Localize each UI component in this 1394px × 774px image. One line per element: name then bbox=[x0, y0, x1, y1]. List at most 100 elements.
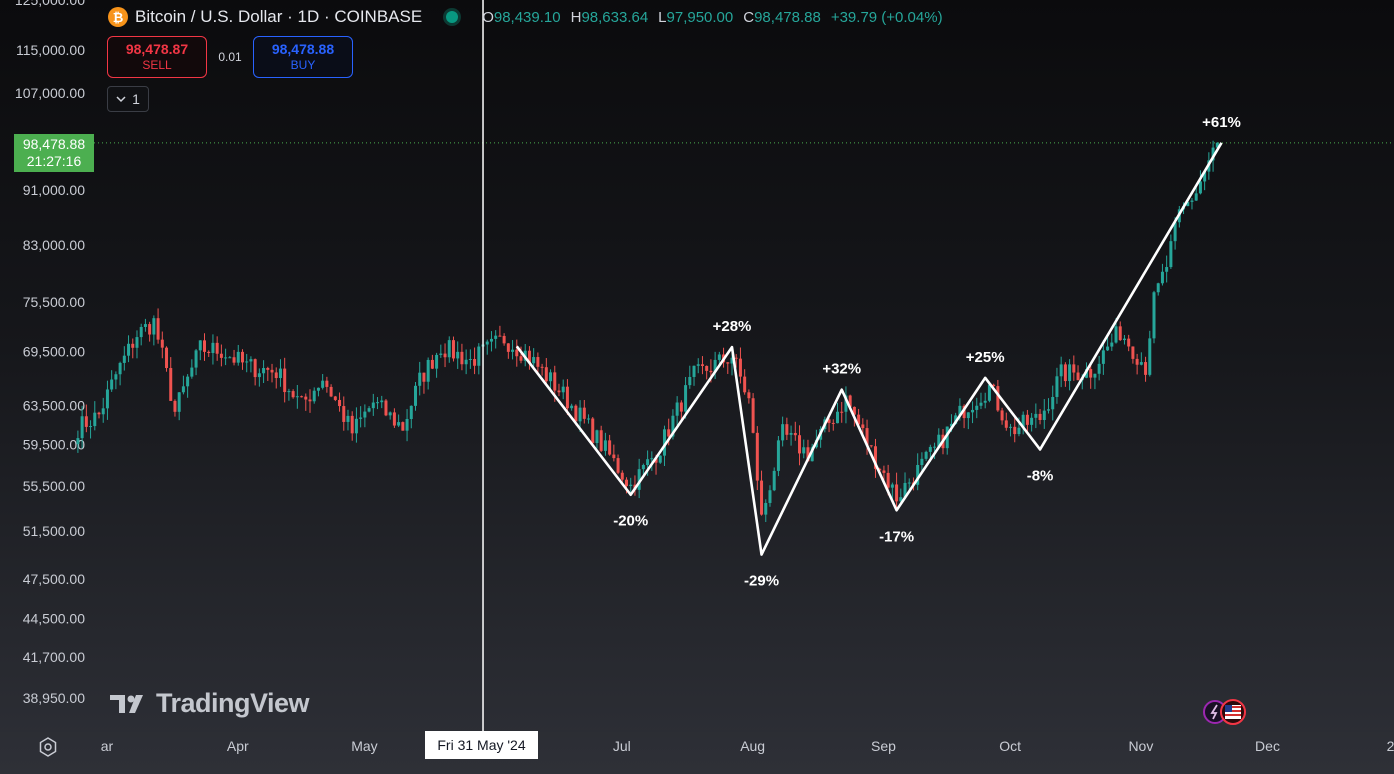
candle-body bbox=[165, 347, 169, 369]
candle-body bbox=[342, 406, 346, 422]
candle-body bbox=[654, 458, 658, 463]
candle-body bbox=[376, 402, 380, 404]
candle-body bbox=[679, 402, 683, 412]
y-tick-label: 69,500.00 bbox=[23, 343, 85, 359]
candle-body bbox=[1042, 410, 1046, 421]
candle-body bbox=[1135, 358, 1139, 365]
candle-body bbox=[397, 422, 401, 426]
buy-button[interactable]: 98,478.88 BUY bbox=[253, 36, 353, 78]
candle-body bbox=[743, 376, 747, 393]
candle-body bbox=[316, 387, 320, 391]
x-tick-label: 202 bbox=[1387, 738, 1394, 754]
candle-body bbox=[992, 384, 996, 387]
candle-body bbox=[570, 405, 574, 409]
candle-body bbox=[245, 361, 249, 363]
candle-body bbox=[333, 396, 337, 400]
ohlc-high: H98,633.64 bbox=[570, 8, 649, 26]
ohlc-values: O98,439.10 H98,633.64 L97,950.00 C98,478… bbox=[482, 9, 942, 26]
candle-body bbox=[1198, 181, 1202, 194]
candle-body bbox=[625, 479, 628, 487]
candle-body bbox=[1165, 267, 1169, 272]
candle-body bbox=[544, 367, 548, 382]
candle-body bbox=[177, 392, 181, 412]
candle-body bbox=[641, 465, 645, 470]
candle-body bbox=[173, 400, 177, 412]
candle-body bbox=[692, 365, 696, 377]
candle-body bbox=[709, 370, 713, 373]
symbol-title[interactable]: Bitcoin / U.S. Dollar · 1D · COINBASE bbox=[135, 7, 423, 26]
candle-body bbox=[907, 482, 911, 484]
candle-body bbox=[477, 346, 481, 366]
candle-body bbox=[460, 351, 464, 365]
candle-body bbox=[587, 418, 591, 420]
candle-body bbox=[1122, 338, 1126, 341]
candle-body bbox=[599, 430, 603, 451]
sell-button[interactable]: 98,478.87 SELL bbox=[107, 36, 207, 78]
events-flag-icons[interactable] bbox=[1203, 699, 1249, 727]
candle-body bbox=[143, 324, 147, 327]
candle-body bbox=[890, 484, 894, 488]
candle-body bbox=[629, 484, 633, 487]
candle-body bbox=[844, 395, 848, 412]
candle-body bbox=[388, 412, 392, 416]
candle-body bbox=[1203, 171, 1207, 182]
candle-body bbox=[726, 362, 730, 364]
candle-body bbox=[409, 405, 413, 420]
x-axis[interactable]: ar Apr May Jul Aug Sep Oct Nov Dec 202 bbox=[101, 738, 1394, 754]
candle-body bbox=[532, 357, 536, 364]
x-tick-label: Apr bbox=[227, 738, 249, 754]
candle-body bbox=[1190, 200, 1194, 202]
candle-body bbox=[253, 359, 257, 378]
y-tick-label: 55,500.00 bbox=[23, 478, 85, 494]
candle-body bbox=[181, 386, 185, 393]
zigzag-swing-label: -8% bbox=[1027, 467, 1054, 484]
candle-body bbox=[186, 376, 190, 387]
bitcoin-icon[interactable]: ₿ bbox=[108, 7, 128, 27]
y-tick-label: 63,500.00 bbox=[23, 397, 85, 413]
candle-body bbox=[266, 368, 270, 370]
candle-body bbox=[105, 389, 109, 409]
y-tick-label: 41,700.00 bbox=[23, 649, 85, 665]
candle-body bbox=[198, 340, 202, 351]
x-tick-label: Jul bbox=[613, 738, 631, 754]
candle-body bbox=[924, 451, 928, 459]
candle-body bbox=[1106, 346, 1110, 351]
candle-body bbox=[983, 400, 987, 403]
candle-body bbox=[662, 429, 666, 456]
candle-body bbox=[194, 350, 198, 368]
candle-body bbox=[325, 380, 329, 387]
candle-body bbox=[236, 351, 240, 363]
candle-body bbox=[435, 354, 439, 369]
candle-body bbox=[873, 446, 877, 469]
y-tick-label: 47,500.00 bbox=[23, 571, 85, 587]
candle-body bbox=[937, 434, 941, 447]
candle-body bbox=[131, 343, 135, 348]
chevron-down-icon bbox=[116, 95, 126, 102]
candle-body bbox=[557, 390, 561, 393]
last-price-value: 98,478.88 bbox=[22, 136, 86, 152]
candle-body bbox=[865, 428, 869, 446]
candle-body bbox=[527, 350, 531, 364]
quantity-selector[interactable]: 1 bbox=[107, 86, 149, 112]
candle-body bbox=[418, 372, 422, 386]
x-tick-label: Aug bbox=[740, 738, 765, 754]
candle-body bbox=[1127, 338, 1131, 347]
candle-body bbox=[207, 351, 211, 353]
market-status-icon[interactable] bbox=[446, 11, 459, 23]
bar-countdown: 21:27:16 bbox=[26, 153, 82, 169]
candles-layer bbox=[76, 140, 1219, 523]
flag-stripe bbox=[1225, 710, 1241, 712]
candle-body bbox=[426, 359, 430, 382]
y-tick-label: 44,500.00 bbox=[23, 610, 85, 626]
y-tick-label: 51,500.00 bbox=[23, 523, 85, 539]
candle-body bbox=[857, 414, 861, 425]
candle-body bbox=[971, 409, 975, 413]
y-axis[interactable]: 125,000.00 115,000.00 107,000.00 91,000.00 8… bbox=[15, 0, 85, 706]
tradingview-logo[interactable]: TradingView bbox=[110, 688, 310, 719]
candle-body bbox=[574, 405, 578, 422]
candle-body bbox=[224, 357, 228, 359]
y-tick-label: 91,000.00 bbox=[23, 182, 85, 198]
candle-body bbox=[975, 405, 979, 410]
settings-gear-icon[interactable] bbox=[38, 737, 58, 757]
